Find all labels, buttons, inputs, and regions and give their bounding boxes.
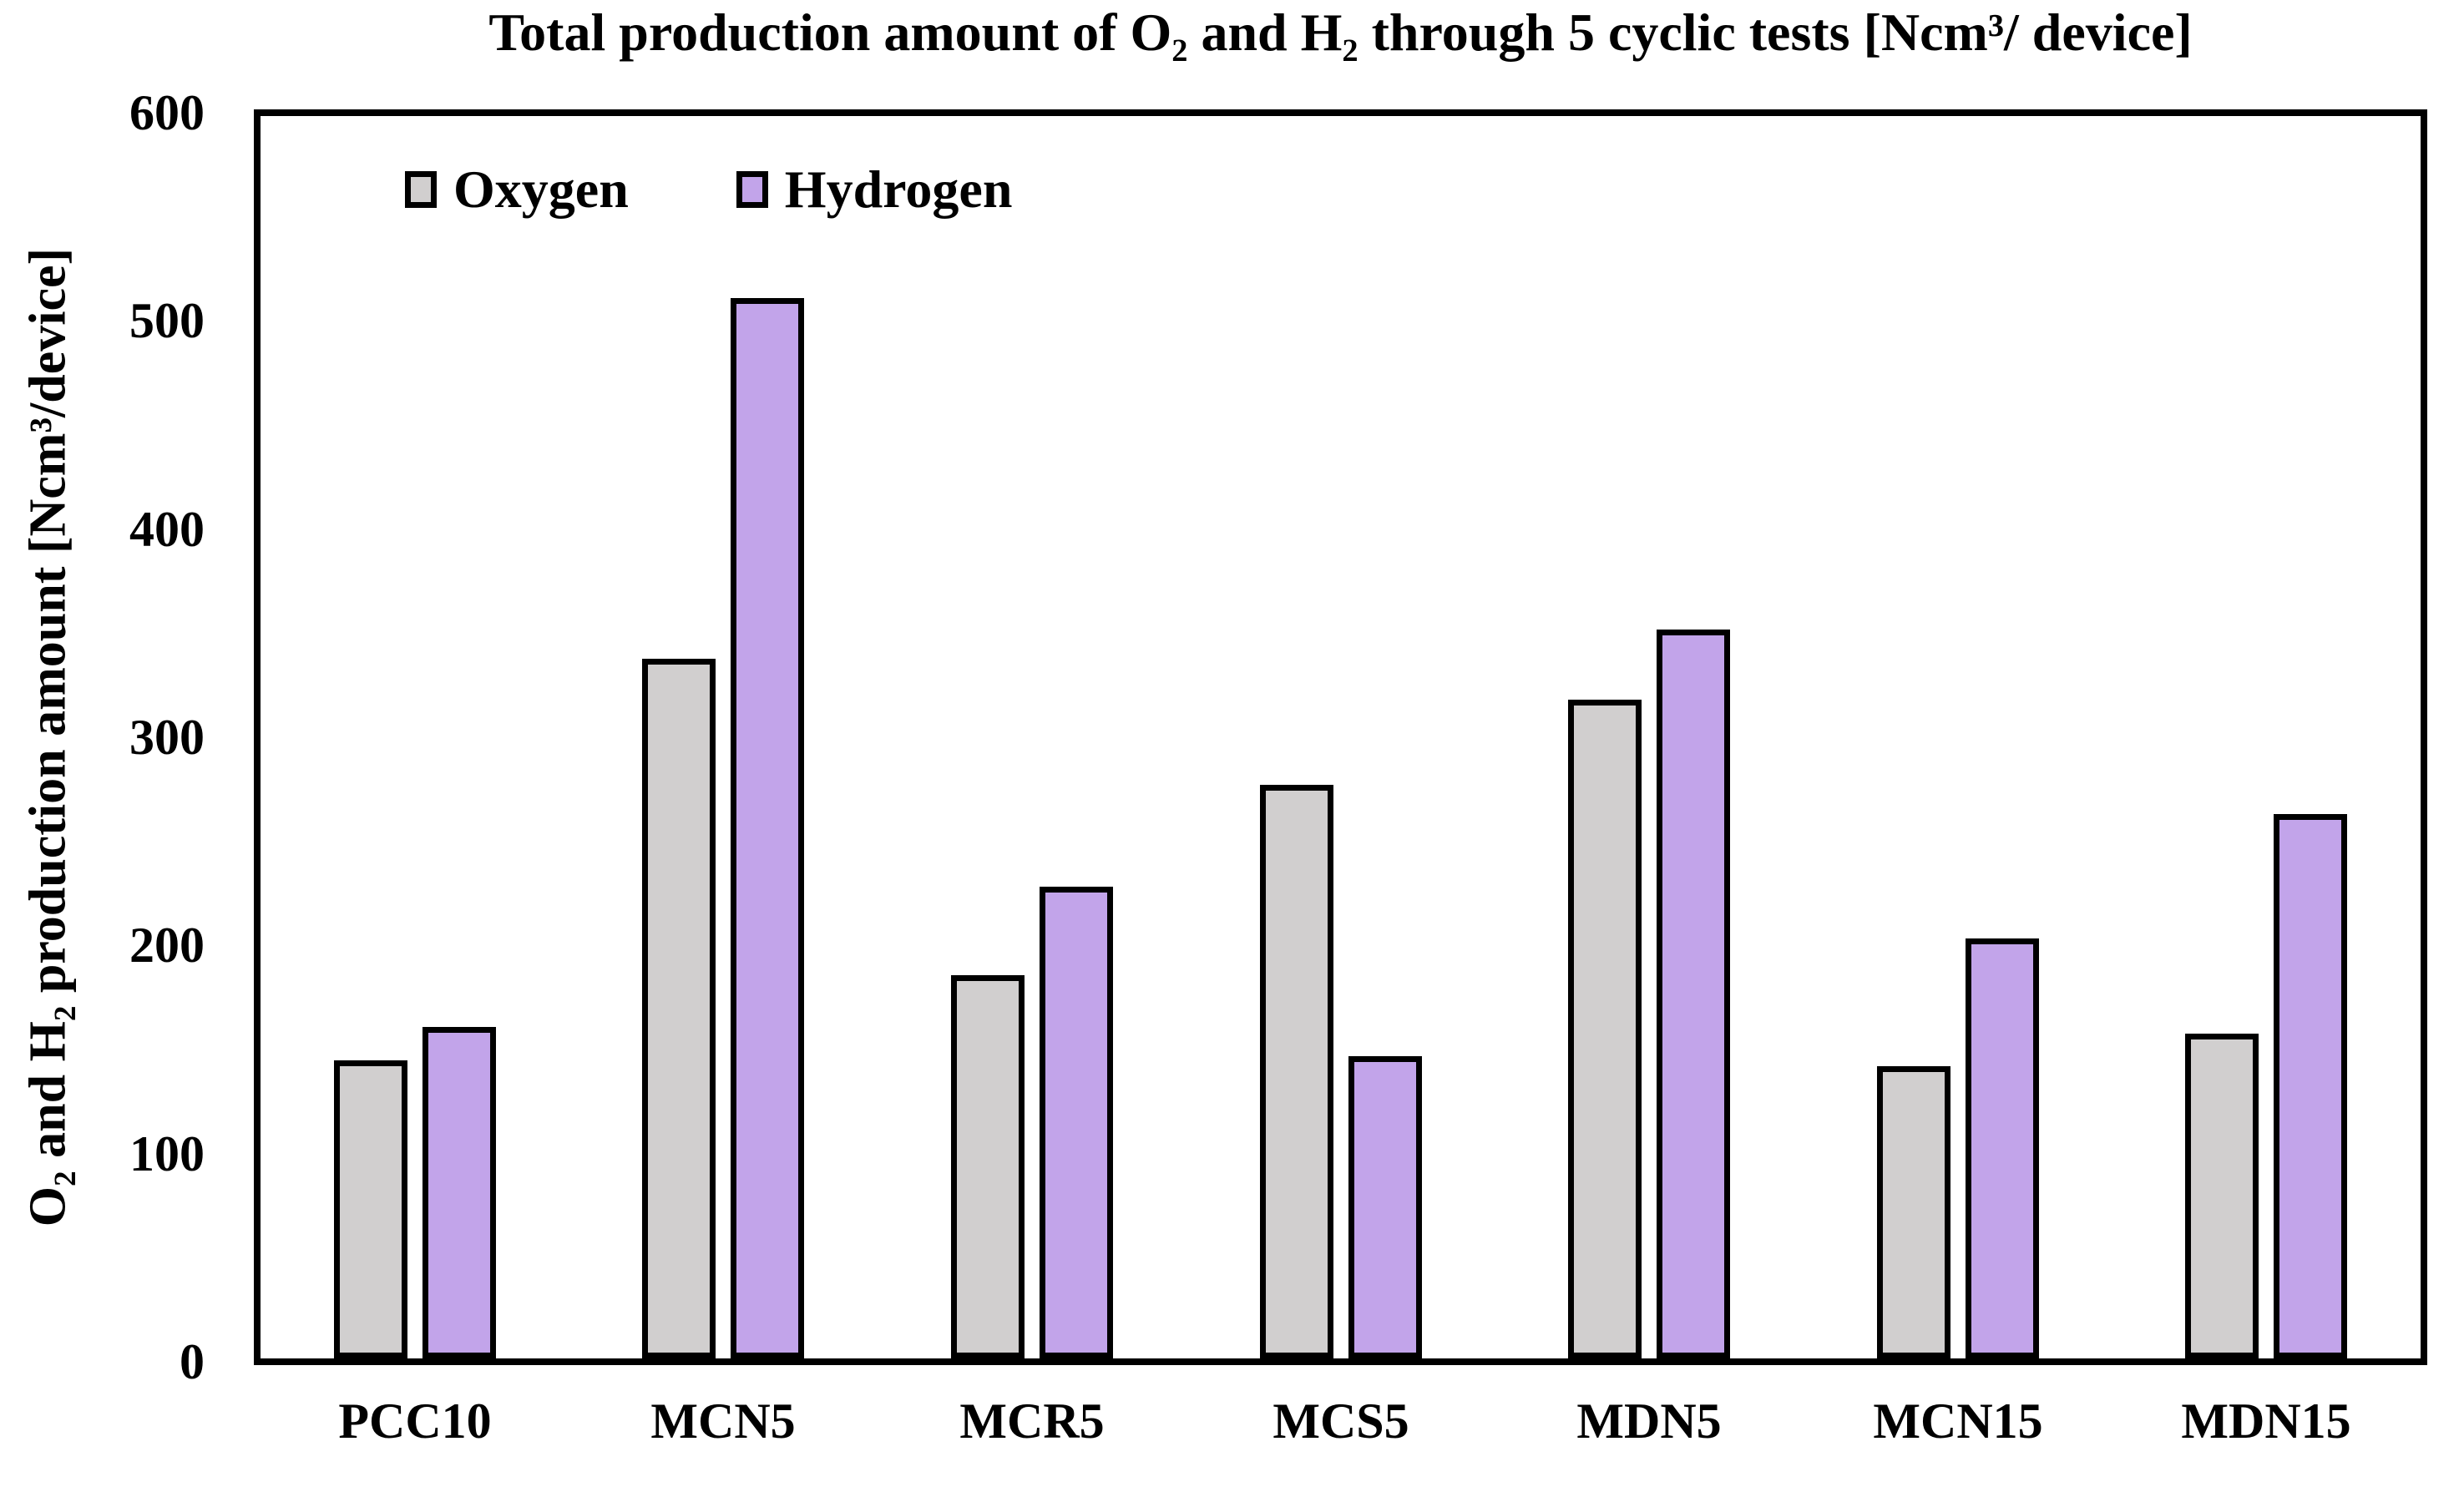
legend-swatch-hydrogen [736,171,768,208]
x-category-label-mcn15: MCN15 [1873,1393,2043,1449]
legend: Oxygen Hydrogen [405,163,1012,216]
x-category-label-mcr5: MCR5 [959,1393,1105,1449]
bar-oxygen-mcs5 [1260,785,1333,1358]
legend-entry-oxygen: Oxygen [405,163,629,216]
legend-entry-hydrogen: Hydrogen [736,159,1013,219]
bar-hydrogen-mdn5 [1657,630,1730,1358]
y-tick-label-300: 300 [129,710,205,765]
bars-layer [261,116,2421,1358]
bar-hydrogen-mcn5 [731,298,804,1358]
chart-title: Total production amount of O₂ and H₂ thr… [488,3,2193,62]
bar-hydrogen-mdn15 [2274,814,2347,1358]
y-tick-label-500: 500 [129,293,205,348]
x-category-label-mdn5: MDN5 [1576,1393,1722,1449]
y-tick-label-200: 200 [129,918,205,973]
bar-hydrogen-pcc10 [422,1027,496,1358]
bar-oxygen-pcc10 [334,1060,407,1358]
legend-label-oxygen: Oxygen [453,159,629,219]
x-category-label-mcs5: MCS5 [1272,1393,1409,1449]
y-tick-label-600: 600 [129,85,205,140]
legend-label-hydrogen: Hydrogen [784,159,1013,219]
y-tick-label-0: 0 [180,1334,205,1389]
bar-oxygen-mcn5 [642,659,716,1358]
bar-hydrogen-mcn15 [1966,938,2039,1358]
bar-oxygen-mdn5 [1568,700,1642,1358]
y-tick-label-400: 400 [129,502,205,557]
bar-hydrogen-mcs5 [1348,1056,1422,1358]
x-category-label-mcn5: MCN5 [650,1393,796,1449]
bar-hydrogen-mcr5 [1040,887,1113,1358]
bar-oxygen-mcr5 [951,975,1025,1358]
plot-area: Oxygen Hydrogen [254,109,2427,1365]
legend-swatch-oxygen [405,171,437,208]
bar-oxygen-mdn15 [2185,1034,2259,1358]
bar-oxygen-mcn15 [1877,1066,1950,1358]
x-category-label-pcc10: PCC10 [338,1393,492,1449]
x-category-label-mdn15: MDN15 [2181,1393,2351,1449]
y-tick-label-100: 100 [129,1126,205,1181]
